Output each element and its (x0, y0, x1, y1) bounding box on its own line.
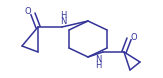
Text: H: H (95, 61, 101, 69)
Text: O: O (25, 7, 31, 17)
Text: N: N (60, 17, 66, 26)
Text: N: N (95, 56, 101, 65)
Text: O: O (131, 33, 137, 41)
Text: H: H (60, 11, 66, 21)
